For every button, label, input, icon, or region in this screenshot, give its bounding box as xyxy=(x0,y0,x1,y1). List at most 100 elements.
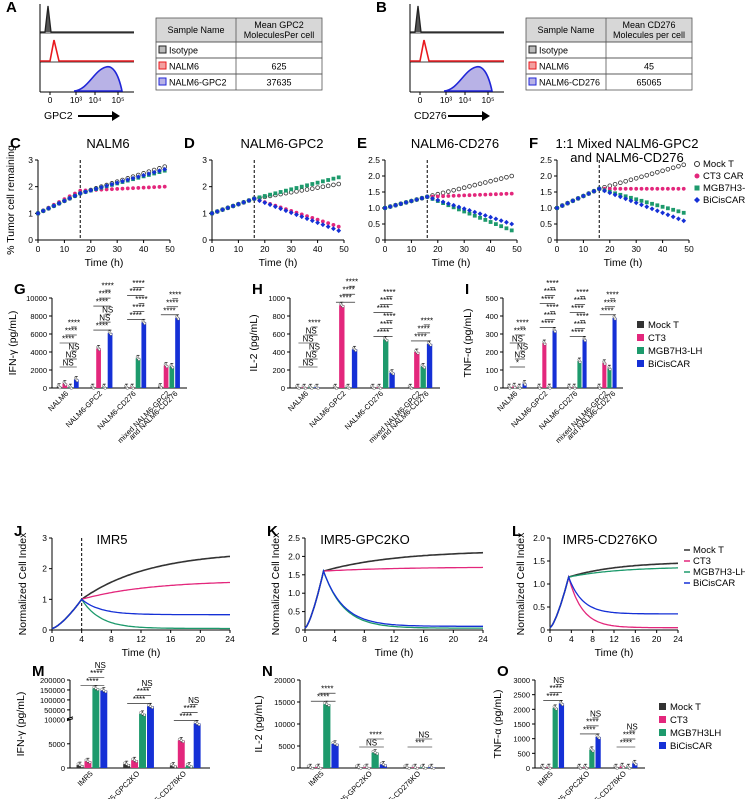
sig-annotation: NS xyxy=(590,709,601,718)
replicate-dot xyxy=(419,764,423,768)
data-point-bicis xyxy=(114,180,120,186)
replicate-dot xyxy=(375,752,379,756)
data-point-mock xyxy=(467,184,472,189)
legend-marker-mgb xyxy=(694,185,700,191)
bar-mgb7h3-lh xyxy=(607,368,612,388)
replicate-dot xyxy=(127,763,131,767)
x-tick-label: 4 xyxy=(79,634,84,644)
data-point-bicis xyxy=(304,216,310,222)
hist-nalm6 xyxy=(410,39,504,62)
replicate-dot xyxy=(354,349,358,352)
table-header-sample: Sample Name xyxy=(537,25,594,35)
data-point-bicis xyxy=(670,214,676,220)
data-point-bicis xyxy=(262,200,268,206)
replicate-dot xyxy=(92,386,96,390)
sig-annotation: NS xyxy=(95,661,106,670)
legend-label: MGB7H3-LH xyxy=(693,567,745,578)
data-point-bicis xyxy=(509,221,515,227)
sig-annotation: **** xyxy=(380,296,392,305)
sig-annotation: NS xyxy=(302,359,313,368)
x-axis-label: Time (h) xyxy=(604,257,643,269)
bar-biciscar xyxy=(141,322,147,388)
data-point-ct3 xyxy=(451,193,456,198)
sig-annotation: **** xyxy=(571,304,583,313)
data-point-mock xyxy=(612,182,618,187)
data-point-bicis xyxy=(209,210,215,216)
data-point-mgb xyxy=(644,200,649,205)
legend-swatch xyxy=(637,334,644,341)
data-point-mock xyxy=(639,174,644,180)
data-point-mgb xyxy=(467,211,472,216)
y-tick-label: 200000 xyxy=(40,676,65,685)
replicate-dot xyxy=(379,386,382,390)
sig-annotation: NS xyxy=(512,335,523,344)
data-point-bicis xyxy=(382,205,388,211)
y-tick-label: 0 xyxy=(28,235,33,245)
x-tick-label: 0 xyxy=(383,244,388,254)
replicate-dot xyxy=(548,386,552,390)
replicate-dot xyxy=(123,761,127,765)
y-tick-label: 0 xyxy=(42,625,47,635)
category-label: NALM6-CD276 xyxy=(343,389,385,431)
replicate-dot xyxy=(615,767,619,770)
y-tick-label: 1 xyxy=(42,594,47,604)
data-point-bicis xyxy=(267,202,273,208)
data-point-mock xyxy=(488,178,493,184)
data-point-mock xyxy=(504,175,509,180)
data-point-bicis xyxy=(72,193,78,199)
y-tick-label: 1 xyxy=(202,208,207,218)
replicate-dot xyxy=(84,758,88,762)
y-tick-label: 400 xyxy=(272,348,285,357)
data-point-bicis xyxy=(151,169,157,175)
data-point-ct3 xyxy=(499,192,504,196)
data-point-ct3 xyxy=(310,216,315,220)
replicate-dot xyxy=(424,767,427,770)
y-tick-label: 0 xyxy=(375,235,380,245)
x-tick-label: 16 xyxy=(631,634,641,644)
sig-annotation: **** xyxy=(414,332,426,341)
x-tick-label: 30 xyxy=(286,244,296,254)
data-point-mock xyxy=(665,167,671,172)
data-point-bicis xyxy=(575,196,581,201)
data-point-mgb xyxy=(504,226,509,231)
data-point-ct3 xyxy=(607,186,612,191)
x-tick-label: 10 xyxy=(60,244,70,254)
sig-annotation: **** xyxy=(546,692,558,701)
data-point-ct3 xyxy=(146,185,151,190)
category-label: IMR5-CD276KO xyxy=(583,769,628,799)
data-point-mgb xyxy=(493,222,498,226)
replicate-dot xyxy=(151,706,154,709)
replicate-dot xyxy=(603,362,607,366)
y-tick-label: 1000 xyxy=(268,294,285,303)
sig-annotation: **** xyxy=(99,290,111,299)
sig-annotation: **** xyxy=(576,288,588,297)
y-tick-label: 1 xyxy=(28,208,33,218)
y-tick-label: 1500 xyxy=(513,720,530,729)
sig-annotation: NS xyxy=(553,676,564,685)
data-point-bicis xyxy=(141,172,146,178)
sig-annotation: **** xyxy=(129,287,141,296)
category-label: IMR5 xyxy=(76,769,95,788)
y-tick-label: 0 xyxy=(43,384,47,393)
data-point-ct3 xyxy=(488,192,493,197)
replicate-dot xyxy=(316,386,320,390)
bar-ct3 xyxy=(131,760,139,768)
sig-annotation: **** xyxy=(606,290,618,299)
x-axis-label: Time (h) xyxy=(259,257,298,269)
replicate-dot xyxy=(432,767,436,770)
legend-swatch xyxy=(659,729,666,736)
replicate-dot xyxy=(143,713,146,717)
data-point-bicis xyxy=(162,166,168,172)
y-axis-label: IL-2 (pg/mL) xyxy=(253,695,265,752)
replicate-dot xyxy=(391,372,395,376)
line-mgb7h3-lh xyxy=(304,568,483,629)
y-tick-label: 2.5 xyxy=(368,155,380,165)
data-point-mgb xyxy=(273,191,278,196)
hist-xtick-label: 10⁴ xyxy=(88,95,101,105)
data-point-bicis xyxy=(325,224,331,230)
replicate-dot xyxy=(347,386,351,390)
replicate-dot xyxy=(143,322,147,325)
data-point-ct3 xyxy=(435,194,440,199)
legend-swatch xyxy=(637,321,644,328)
panel-label-O: O xyxy=(497,663,509,680)
